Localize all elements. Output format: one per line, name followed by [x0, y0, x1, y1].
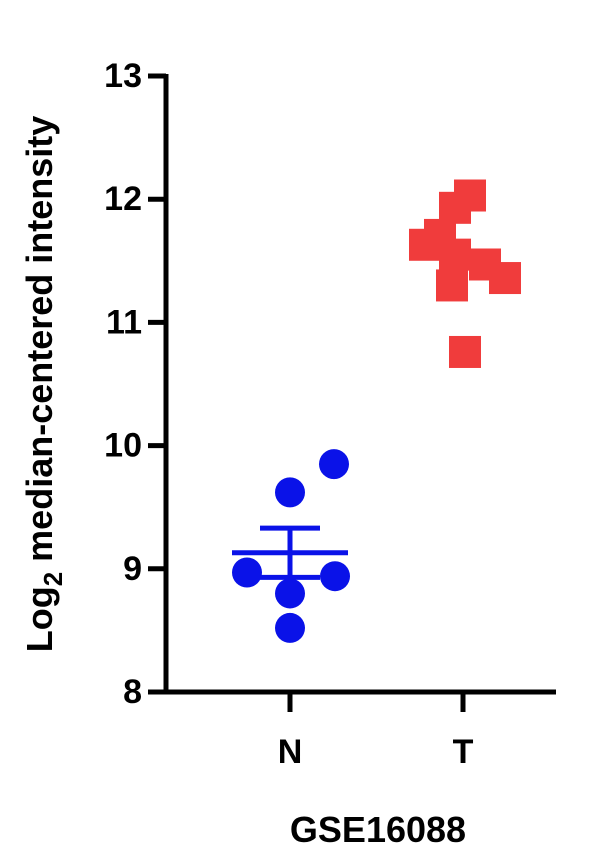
y-tick-label: 8: [123, 673, 142, 711]
point: [439, 238, 471, 271]
point: [232, 557, 262, 588]
point: [320, 561, 350, 592]
y-label-subscript: 2: [38, 572, 68, 586]
y-tick-label: 9: [123, 550, 142, 588]
point: [275, 612, 305, 643]
point: [319, 449, 349, 480]
y-label-part: Log: [19, 586, 60, 652]
point: [409, 228, 441, 261]
y-tick-label: 11: [106, 303, 142, 341]
point: [275, 578, 305, 609]
x-tick-label: T: [453, 733, 474, 771]
y-label-part: median-centered intensity: [19, 116, 60, 572]
point: [449, 335, 481, 368]
x-tick-label: N: [278, 733, 303, 771]
y-axis-label: Log2 median-centered intensity: [19, 116, 68, 653]
y-tick-label: 12: [104, 180, 142, 218]
y-tick-label: 10: [104, 427, 142, 465]
y-tick-label: 13: [104, 57, 142, 95]
x-axis-label: GSE16088: [290, 809, 466, 850]
point: [489, 262, 521, 295]
point: [439, 191, 471, 224]
point: [436, 269, 468, 302]
point: [275, 477, 305, 508]
